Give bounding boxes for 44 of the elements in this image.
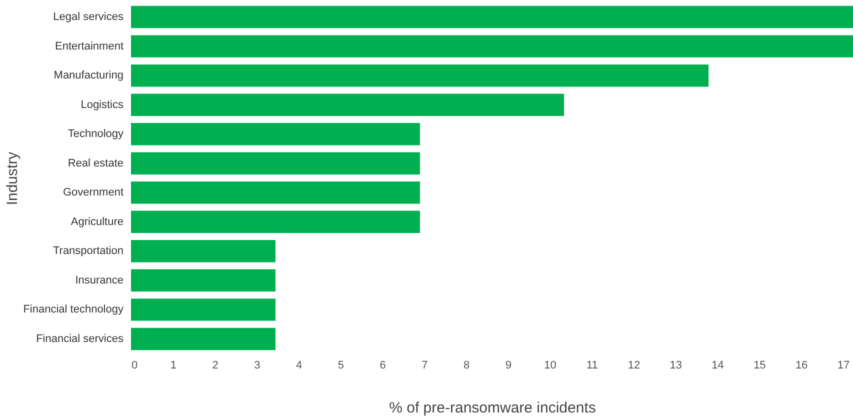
bar: [131, 152, 420, 174]
y-tick-label: Legal services: [53, 11, 124, 24]
y-tick-label: Logistics: [80, 98, 124, 111]
y-tick-label: Technology: [68, 128, 124, 140]
x-tick-label: 13: [670, 360, 682, 372]
bar: [131, 6, 853, 28]
bar: [131, 182, 420, 204]
x-tick-label: 11: [586, 360, 598, 372]
y-tick-label: Financial technology: [23, 304, 124, 316]
x-tick-label: 14: [712, 360, 724, 372]
bar: [131, 64, 709, 87]
y-axis-title: Industry: [4, 151, 22, 206]
bar: [131, 240, 276, 262]
bar: [131, 35, 853, 58]
x-tick-label: 0: [132, 360, 138, 372]
x-tick-label: 2: [212, 360, 218, 372]
y-tick-label: Agriculture: [70, 216, 124, 228]
y-tick-label: Entertainment: [55, 40, 124, 52]
bar: [131, 269, 276, 292]
y-tick-label: Real estate: [68, 157, 124, 170]
x-tick-label: 9: [505, 360, 512, 372]
y-tick-label: Manufacturing: [54, 70, 124, 82]
x-tick-label: 15: [754, 360, 766, 372]
bar: [131, 210, 420, 234]
x-axis-title: % of pre-ransomware incidents: [389, 400, 596, 416]
x-tick-label: 1: [170, 360, 176, 372]
x-tick-label: 8: [463, 360, 470, 372]
bar: [131, 328, 276, 350]
x-tick-label: 12: [628, 360, 640, 372]
y-tick-label: Financial services: [36, 332, 124, 345]
bar: [131, 298, 276, 321]
x-tick-label: 4: [296, 360, 302, 372]
bar: [131, 94, 564, 116]
y-tick-label: Government: [62, 186, 124, 199]
x-tick-label: 5: [338, 360, 344, 372]
y-tick-label: Insurance: [75, 274, 124, 286]
x-tick-label: 17: [837, 360, 850, 372]
bar: [131, 122, 420, 146]
y-tick-label: Transportation: [52, 245, 124, 258]
x-tick-label: 6: [380, 360, 386, 372]
x-tick-label: 7: [422, 360, 428, 372]
x-tick-label: 10: [544, 360, 556, 372]
x-tick-label: 16: [795, 360, 808, 372]
x-tick-label: 3: [254, 360, 260, 372]
